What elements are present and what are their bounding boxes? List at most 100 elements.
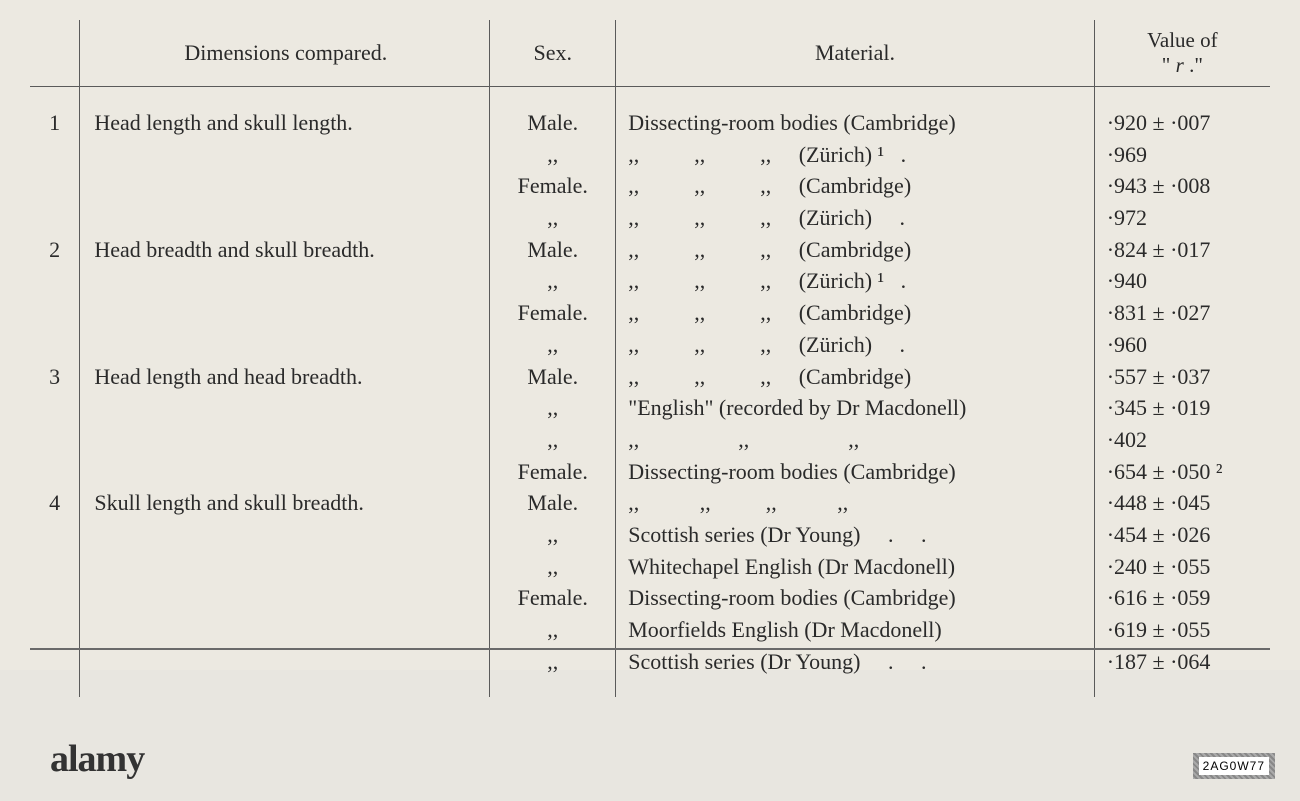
value-cell: ·448 ± ·045 — [1094, 487, 1270, 519]
dimensions-cell — [80, 424, 490, 456]
row-number: 4 — [30, 487, 80, 519]
correlation-table: Dimensions compared. Sex. Material. Valu… — [30, 20, 1270, 697]
table-body: 1Head length and skull length.Male.Disse… — [30, 87, 1270, 698]
dimensions-cell — [80, 170, 490, 202]
dimensions-cell — [80, 582, 490, 614]
value-cell: ·920 ± ·007 — [1094, 107, 1270, 139]
dimensions-cell — [80, 329, 490, 361]
sex-cell: ,, — [490, 519, 616, 551]
table-row: 1Head length and skull length.Male.Disse… — [30, 107, 1270, 139]
value-cell: ·616 ± ·059 — [1094, 582, 1270, 614]
sex-cell: ,, — [490, 614, 616, 646]
dimensions-cell — [80, 202, 490, 234]
table-row: 2Head breadth and skull breadth.Male.,, … — [30, 234, 1270, 266]
dimensions-cell — [80, 519, 490, 551]
table-row: ,,Whitechapel English (Dr Macdonell)·240… — [30, 551, 1270, 583]
table-row: Female.,, ,, ,, (Cambridge)·831 ± ·027 — [30, 297, 1270, 329]
dimensions-cell: Skull length and skull breadth. — [80, 487, 490, 519]
material-cell: "English" (recorded by Dr Macdonell) — [616, 392, 1094, 424]
row-number — [30, 297, 80, 329]
value-cell: ·824 ± ·017 — [1094, 234, 1270, 266]
dimensions-cell — [80, 646, 490, 678]
material-cell: ,, ,, ,, (Zürich) . — [616, 202, 1094, 234]
table-row: ,,,, ,, ,,·402 — [30, 424, 1270, 456]
row-number — [30, 614, 80, 646]
table-row: Female.,, ,, ,, (Cambridge)·943 ± ·008 — [30, 170, 1270, 202]
table-row: ,,Scottish series (Dr Young) . .·454 ± ·… — [30, 519, 1270, 551]
table-row: 3Head length and head breadth.Male.,, ,,… — [30, 361, 1270, 393]
table-row: ,,,, ,, ,, (Zürich) ¹ .·969 — [30, 139, 1270, 171]
value-cell: ·654 ± ·050 ² — [1094, 456, 1270, 488]
sex-cell: ,, — [490, 424, 616, 456]
sex-cell: Female. — [490, 582, 616, 614]
dimensions-cell: Head length and skull length. — [80, 107, 490, 139]
sex-cell: Male. — [490, 107, 616, 139]
material-cell: Dissecting-room bodies (Cambridge) — [616, 582, 1094, 614]
table-row: 4Skull length and skull breadth.Male.,, … — [30, 487, 1270, 519]
table-row: ,,Scottish series (Dr Young) . .·187 ± ·… — [30, 646, 1270, 678]
sex-cell: Female. — [490, 297, 616, 329]
sex-cell: Male. — [490, 361, 616, 393]
dimensions-cell — [80, 456, 490, 488]
row-number: 2 — [30, 234, 80, 266]
value-cell: ·557 ± ·037 — [1094, 361, 1270, 393]
row-number — [30, 582, 80, 614]
table-row: Female.Dissecting-room bodies (Cambridge… — [30, 582, 1270, 614]
table-row: Female.Dissecting-room bodies (Cambridge… — [30, 456, 1270, 488]
material-cell: ,, ,, ,, — [616, 424, 1094, 456]
dimensions-cell: Head length and head breadth. — [80, 361, 490, 393]
sex-cell: ,, — [490, 139, 616, 171]
material-cell: Whitechapel English (Dr Macdonell) — [616, 551, 1094, 583]
table-row: ,,Moorfields English (Dr Macdonell)·619 … — [30, 614, 1270, 646]
row-number — [30, 424, 80, 456]
dimensions-cell — [80, 551, 490, 583]
row-number — [30, 519, 80, 551]
alamy-id-text: 2AG0W77 — [1199, 757, 1269, 775]
value-cell: ·345 ± ·019 — [1094, 392, 1270, 424]
header-row: Dimensions compared. Sex. Material. Valu… — [30, 20, 1270, 87]
dimensions-cell — [80, 297, 490, 329]
row-number — [30, 139, 80, 171]
dimensions-cell: Head breadth and skull breadth. — [80, 234, 490, 266]
row-number — [30, 551, 80, 583]
row-number: 1 — [30, 107, 80, 139]
value-cell: ·943 ± ·008 — [1094, 170, 1270, 202]
row-number — [30, 202, 80, 234]
material-cell: ,, ,, ,, (Zürich) . — [616, 329, 1094, 361]
sex-cell: Male. — [490, 234, 616, 266]
row-number — [30, 329, 80, 361]
row-number — [30, 392, 80, 424]
material-cell: ,, ,, ,, (Cambridge) — [616, 361, 1094, 393]
row-number: 3 — [30, 361, 80, 393]
material-cell: ,, ,, ,, (Cambridge) — [616, 234, 1094, 266]
sex-cell: ,, — [490, 202, 616, 234]
spacer — [30, 87, 1270, 108]
spacer — [30, 677, 1270, 697]
alamy-logo: alamy — [50, 737, 144, 781]
table-row: ,,,, ,, ,, (Zürich) .·960 — [30, 329, 1270, 361]
sex-cell: ,, — [490, 392, 616, 424]
material-cell: ,, ,, ,, (Zürich) ¹ . — [616, 139, 1094, 171]
material-cell: Scottish series (Dr Young) . . — [616, 646, 1094, 678]
header-value: Value of" r ." — [1094, 20, 1270, 87]
row-number — [30, 265, 80, 297]
document-page: Dimensions compared. Sex. Material. Valu… — [0, 0, 1300, 670]
value-cell: ·402 — [1094, 424, 1270, 456]
header-sex: Sex. — [490, 20, 616, 87]
sex-cell: Female. — [490, 170, 616, 202]
sex-cell: ,, — [490, 265, 616, 297]
dimensions-cell — [80, 139, 490, 171]
value-cell: ·619 ± ·055 — [1094, 614, 1270, 646]
sex-cell: Female. — [490, 456, 616, 488]
table-row: ,,,, ,, ,, (Zürich) .·972 — [30, 202, 1270, 234]
value-cell: ·972 — [1094, 202, 1270, 234]
value-cell: ·454 ± ·026 — [1094, 519, 1270, 551]
header-dimensions: Dimensions compared. — [80, 20, 490, 87]
value-cell: ·187 ± ·064 — [1094, 646, 1270, 678]
material-cell: ,, ,, ,, ,, — [616, 487, 1094, 519]
material-cell: Scottish series (Dr Young) . . — [616, 519, 1094, 551]
dimensions-cell — [80, 392, 490, 424]
alamy-id-badge: 2AG0W77 — [1193, 753, 1275, 779]
table-row: ,,"English" (recorded by Dr Macdonell)·3… — [30, 392, 1270, 424]
sex-cell: Male. — [490, 487, 616, 519]
